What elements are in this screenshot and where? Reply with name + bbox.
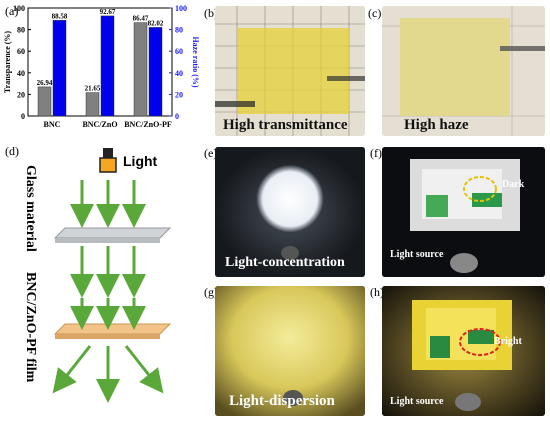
bar-value-label: 82.02 (148, 19, 164, 27)
x-tick-label: BNC (44, 120, 61, 129)
bright-label: Bright (494, 336, 522, 347)
light-diagram (52, 148, 172, 403)
glass-material-label-wrap: Glass material (22, 165, 40, 265)
x-tick-label: BNC/ZnO-PF (124, 120, 172, 129)
panel-label-b: (b) (204, 6, 218, 20)
bar-value-label: 92.67 (100, 8, 116, 16)
house-model-bright (382, 286, 545, 416)
panel-label-a: (a) (5, 4, 19, 18)
y-tick-label: 40 (17, 69, 25, 78)
bar-transparence (85, 92, 100, 117)
light-source-label-f: Light source (390, 249, 444, 260)
y-tick-label: 60 (17, 47, 25, 56)
photo-b-periodic-table: High transmittance (215, 6, 365, 136)
y-tick-label: 100 (13, 4, 25, 13)
photo-c-hazy-film: High haze (382, 6, 545, 136)
y2-tick-label: 40 (175, 69, 183, 78)
film-label: BNC/ZnO-PF film (23, 272, 38, 383)
caption-light-concentration: Light-concentration (225, 255, 345, 270)
hazy-film-image (382, 6, 545, 136)
y2-tick-label: 60 (175, 47, 183, 56)
bar-value-label: 88.58 (52, 12, 68, 20)
y-tick-label: 0 (21, 112, 25, 121)
panel-label-c: (c) (368, 6, 382, 20)
lamp-icon (103, 148, 113, 158)
bar-value-label: 26.94 (37, 79, 53, 87)
glass-plate (53, 227, 172, 239)
caption-high-haze: High haze (404, 117, 469, 133)
panel-label-h: (h) (370, 285, 384, 299)
y-axis-label: Transparence (%) (3, 31, 12, 93)
y-tick-label: 20 (17, 90, 25, 99)
bar-chart: 0 20 40 60 80 100 0 20 40 60 80 100 Transparence (%)… (3, 4, 200, 129)
photo-f-dark-house: Dark Light source (382, 147, 545, 277)
film-plate (53, 323, 172, 335)
periodic-table-grid (215, 6, 365, 136)
y2-tick-label: 20 (175, 90, 183, 99)
bar-value-label: 86.47 (133, 15, 149, 23)
x-tick-label: BNC/ZnO (82, 120, 117, 129)
y-tick-label: 80 (17, 26, 25, 35)
panel-label-f: (f) (370, 146, 382, 160)
y2-tick-label: 100 (175, 4, 187, 13)
bar-transparence (133, 22, 148, 117)
photo-g-light-dispersion: Light-dispersion (215, 286, 365, 416)
y2-axis-label: Haze ratio (%) (191, 36, 200, 87)
panel-label-g: (g) (204, 285, 218, 299)
panel-label-d: (d) (5, 144, 19, 158)
y2-tick-label: 0 (175, 112, 179, 121)
photo-h-bright-house: Bright Light source (382, 286, 545, 416)
light-source-label-h: Light source (390, 396, 444, 407)
bar-value-label: 21.65 (85, 85, 101, 93)
light-spot (215, 147, 365, 277)
bar-transparence (37, 86, 52, 117)
bar-haze (148, 27, 163, 117)
bar-haze (100, 15, 115, 117)
glass-material-label: Glass material (23, 165, 38, 252)
caption-light-dispersion: Light-dispersion (229, 393, 335, 409)
film-label-wrap: BNC/ZnO-PF film (22, 272, 40, 402)
light-label: Light (123, 153, 158, 169)
dark-label: Dark (502, 179, 525, 190)
caption-high-transmittance: High transmittance (223, 117, 348, 133)
house-model-dark (382, 147, 545, 277)
diffuse-glow (215, 286, 365, 416)
bar-haze (52, 20, 67, 117)
y2-tick-label: 80 (175, 26, 183, 35)
plot-frame (27, 7, 173, 117)
photo-e-light-concentration: Light-concentration (215, 147, 365, 277)
panel-label-e: (e) (204, 146, 218, 160)
